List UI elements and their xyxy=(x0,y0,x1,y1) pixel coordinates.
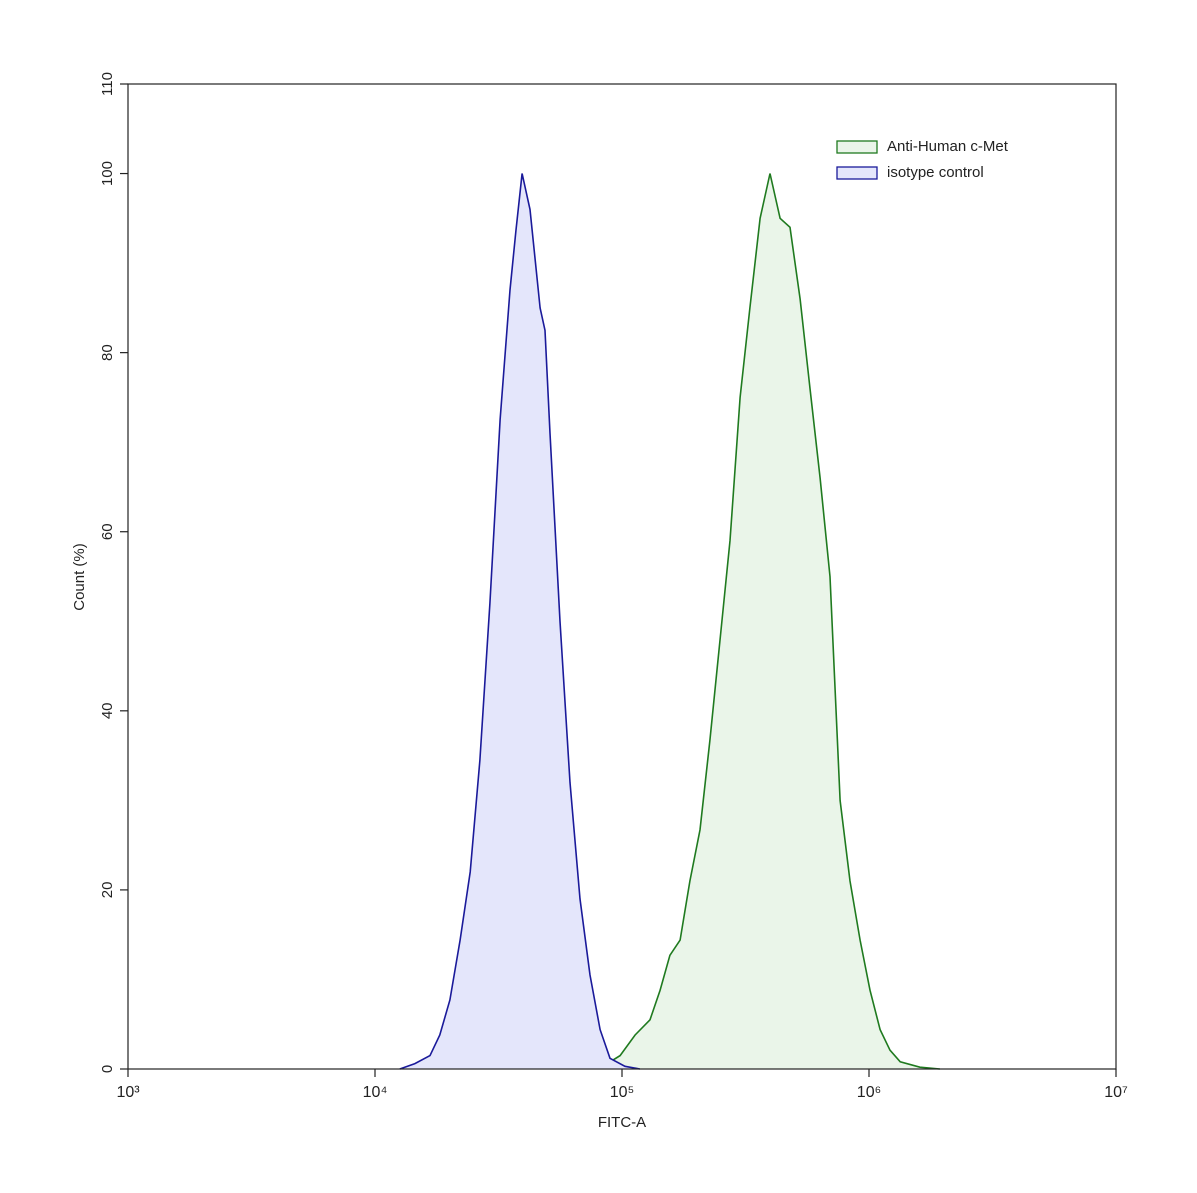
plot-frame xyxy=(127,83,1117,1070)
x-tick-label: 10⁴ xyxy=(363,1084,388,1101)
y-tick-label: 40 xyxy=(99,702,116,719)
legend-swatch xyxy=(836,140,878,154)
x-axis-label: FITC-A xyxy=(598,1114,646,1131)
area-fill xyxy=(399,173,640,1069)
y-tick-label: 100 xyxy=(99,161,116,186)
x-tick-label: 10⁷ xyxy=(1104,1084,1128,1101)
y-axis-label: Count (%) xyxy=(71,543,88,611)
x-tick-label: 10³ xyxy=(116,1084,140,1101)
y-tick-label: 0 xyxy=(99,1065,116,1073)
y-tick-label: 80 xyxy=(99,344,116,361)
series-line xyxy=(399,173,641,1070)
series-line xyxy=(599,173,940,1070)
y-tick-label: 60 xyxy=(99,523,116,540)
legend-label: isotype control xyxy=(887,164,984,181)
legend-label: Anti-Human c-Met xyxy=(887,138,1009,155)
x-tick-label: 10⁶ xyxy=(857,1084,881,1101)
legend-swatch xyxy=(836,166,878,180)
y-tick-label: 20 xyxy=(99,882,116,899)
area-fill xyxy=(600,173,940,1069)
y-tick-label: 110 xyxy=(99,72,116,96)
x-tick-label: 10⁵ xyxy=(610,1084,634,1101)
